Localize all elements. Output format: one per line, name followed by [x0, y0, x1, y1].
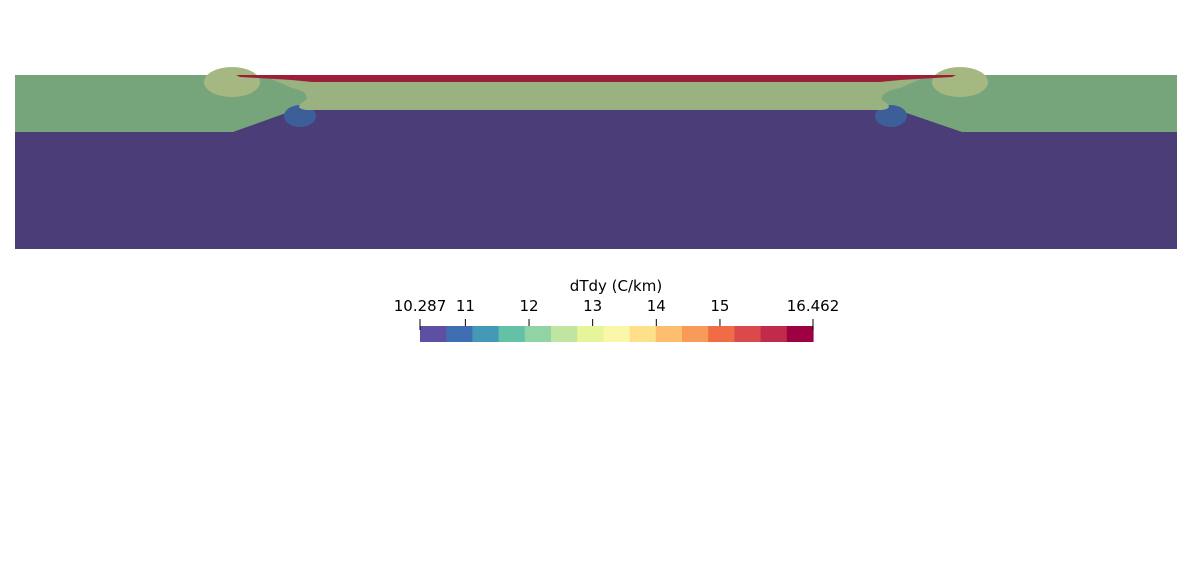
colorbar-tick-label: 15 — [710, 297, 729, 315]
top-rim-fade-right — [880, 75, 956, 82]
colorbar-tick-label: 11 — [456, 297, 475, 315]
colorbar-band — [603, 326, 631, 342]
colorbar-band — [498, 326, 526, 342]
colorbar-min-label: 10.287 — [394, 297, 447, 315]
field-domain — [15, 67, 1177, 249]
central-layer — [262, 75, 930, 110]
low-pocket-left — [284, 105, 316, 127]
colorbar-band — [786, 326, 814, 342]
colorbar-title: dTdy (C/km) — [570, 277, 662, 295]
colorbar-band — [446, 326, 473, 342]
colorbar: dTdy (C/km) 10.287 16.462 11 12 13 14 15 — [394, 277, 840, 342]
colorbar-tick-label: 12 — [519, 297, 538, 315]
colorbar-band — [420, 326, 447, 342]
colorbar-tick-label: 14 — [647, 297, 666, 315]
colorbar-band — [472, 326, 500, 342]
colorbar-band — [708, 326, 735, 342]
colorbar-band — [551, 326, 578, 342]
colorbar-band — [577, 326, 604, 342]
colorbar-band — [682, 326, 709, 342]
top-rim — [236, 75, 956, 82]
colorbar-ticks: 11 12 13 14 15 — [456, 297, 729, 330]
colorbar-band — [629, 326, 657, 342]
low-pocket-right — [875, 105, 907, 127]
colorbar-bands — [420, 326, 814, 342]
colorbar-max-label: 16.462 — [787, 297, 840, 315]
colorbar-band — [655, 326, 683, 342]
lens-left — [204, 67, 260, 97]
top-rim-fade-left — [236, 75, 312, 82]
colorbar-band — [734, 326, 762, 342]
colorbar-tick-label: 13 — [583, 297, 602, 315]
colorbar-band — [760, 326, 788, 342]
lens-right — [932, 67, 988, 97]
colorbar-band — [524, 326, 552, 342]
